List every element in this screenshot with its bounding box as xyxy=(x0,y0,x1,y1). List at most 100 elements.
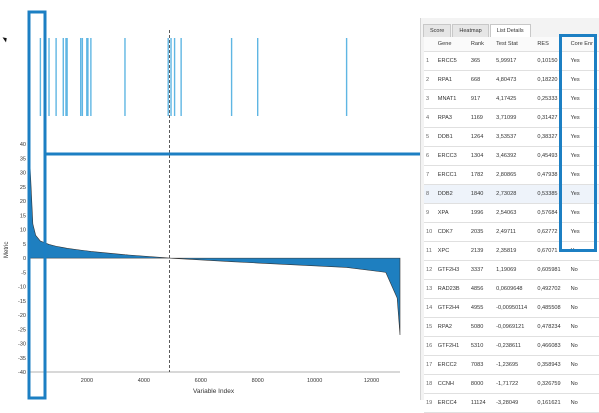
cell-rank: 2139 xyxy=(468,241,495,261)
x-tick-label: 6000 xyxy=(195,378,207,384)
cell-res: 0,466083 xyxy=(535,336,569,356)
table-row[interactable]: 16 GTF2H1 5310 -0,238611 0,466083 No xyxy=(424,336,599,356)
cell-index: 18 xyxy=(424,374,436,394)
cell-index: 14 xyxy=(424,298,436,318)
cell-index: 1 xyxy=(424,51,436,71)
cell-gene: RPA3 xyxy=(435,108,469,128)
cell-index: 2 xyxy=(424,70,436,90)
tab-heatmap[interactable]: Heatmap xyxy=(452,24,489,37)
cell-gene: CCNH xyxy=(435,374,469,394)
highlight-box-core-enr-column xyxy=(559,34,597,252)
cell-core-enr: Yes xyxy=(568,203,599,223)
highlight-box-left-column xyxy=(27,10,47,400)
y-axis-label: Metric xyxy=(4,242,10,258)
cell-gene: ERCC1 xyxy=(435,165,469,185)
cell-index: 4 xyxy=(424,108,436,128)
table-row[interactable]: 19 ERCC4 11124 -3,28049 0,161621 No xyxy=(424,393,599,413)
table-row[interactable]: 13 RAD23B 4856 0,0609648 0,492702 No xyxy=(424,279,599,299)
cell-gene: RAD23B xyxy=(435,279,469,299)
cell-test-stat: 3,53537 xyxy=(494,127,536,147)
y-tick-label: 5 xyxy=(23,242,26,248)
cell-test-stat: 2,35819 xyxy=(494,241,536,261)
table-row[interactable]: 12 GTF2H3 3337 1,19069 0,605981 No xyxy=(424,260,599,280)
cell-test-stat: 3,71099 xyxy=(494,108,536,128)
cell-test-stat: -1,23695 xyxy=(494,355,536,375)
cell-res: 0,605981 xyxy=(535,260,569,280)
y-tick-label: -10 xyxy=(18,285,26,291)
cell-rank: 1840 xyxy=(468,184,495,204)
cell-rank: 1169 xyxy=(468,108,495,128)
table-row[interactable]: 8 DDB2 1840 2,73028 0,53385 Yes xyxy=(424,184,599,204)
y-tick-label: -20 xyxy=(18,313,26,319)
cell-gene: MNAT1 xyxy=(435,89,469,109)
cell-index: 19 xyxy=(424,393,436,413)
cell-core-enr: No xyxy=(568,260,599,280)
table-row[interactable]: 5 DDB1 1264 3,53537 0,38327 Yes xyxy=(424,127,599,147)
cell-core-enr: Yes xyxy=(568,108,599,128)
y-tick-label: -40 xyxy=(18,370,26,376)
cell-gene: RPA1 xyxy=(435,70,469,90)
cell-res: 0,161621 xyxy=(535,393,569,413)
y-tick-label: 10 xyxy=(20,228,26,234)
cell-rank: 5080 xyxy=(468,317,495,337)
cell-rank: 668 xyxy=(468,70,495,90)
cell-rank: 8000 xyxy=(468,374,495,394)
column-header-test-stat[interactable]: Test Stat xyxy=(494,37,536,52)
cell-test-stat: 1,19069 xyxy=(494,260,536,280)
column-header-index[interactable] xyxy=(424,37,436,52)
gene-list-panel: Score Heatmap List Details Gene Rank Tes… xyxy=(420,18,599,413)
cell-gene: ERCC2 xyxy=(435,355,469,375)
cell-rank: 1996 xyxy=(468,203,495,223)
cell-test-stat: 5,99917 xyxy=(494,51,536,71)
cell-core-enr: Yes xyxy=(568,165,599,185)
cell-rank: 5310 xyxy=(468,336,495,356)
x-axis-label: Variable Index xyxy=(193,388,235,395)
cell-res: 0,478234 xyxy=(535,317,569,337)
y-tick-label: 40 xyxy=(20,142,26,148)
tab-score[interactable]: Score xyxy=(423,24,452,37)
cell-index: 17 xyxy=(424,355,436,375)
cell-gene: GTF2H4 xyxy=(435,298,469,318)
cell-rank: 4955 xyxy=(468,298,495,318)
cell-rank: 3337 xyxy=(468,260,495,280)
cell-index: 7 xyxy=(424,165,436,185)
table-row[interactable]: 10 CDK7 2035 2,49711 0,62772 Yes xyxy=(424,222,599,242)
y-tick-label: -35 xyxy=(18,356,26,362)
y-tick-label: -25 xyxy=(18,327,26,333)
x-tick-label: 8000 xyxy=(252,378,264,384)
cell-test-stat: -3,28049 xyxy=(494,393,536,413)
cell-rank: 7083 xyxy=(468,355,495,375)
cell-gene: ERCC3 xyxy=(435,146,469,166)
cell-res: 0,492702 xyxy=(535,279,569,299)
cell-gene: RPA2 xyxy=(435,317,469,337)
cell-core-enr: No xyxy=(568,355,599,375)
cell-core-enr: No xyxy=(568,298,599,318)
table-row[interactable]: 18 CCNH 8000 -1,71722 0,326759 No xyxy=(424,374,599,394)
column-header-gene[interactable]: Gene xyxy=(435,37,469,52)
y-tick-label: -30 xyxy=(18,342,26,348)
cell-core-enr: Yes xyxy=(568,127,599,147)
cell-test-stat: 0,0609648 xyxy=(494,279,536,299)
tab-list-details[interactable]: List Details xyxy=(489,24,531,37)
cell-rank: 11124 xyxy=(468,393,495,413)
cell-index: 11 xyxy=(424,241,436,261)
column-header-rank[interactable]: Rank xyxy=(468,37,495,52)
table-row[interactable]: 14 GTF2H4 4955 -0,00950114 0,485508 No xyxy=(424,298,599,318)
cell-core-enr: Yes xyxy=(568,184,599,204)
cell-rank: 1264 xyxy=(468,127,495,147)
cell-test-stat: 2,54063 xyxy=(494,203,536,223)
cell-index: 9 xyxy=(424,203,436,223)
cell-core-enr: No xyxy=(568,279,599,299)
column-header-core-enr[interactable]: Core Enr xyxy=(568,37,599,52)
cell-res: 0,358943 xyxy=(535,355,569,375)
cell-core-enr: Yes xyxy=(568,70,599,90)
cell-rank: 4856 xyxy=(468,279,495,299)
cell-rank: 1782 xyxy=(468,165,495,185)
hit-markers xyxy=(39,38,348,116)
table-row[interactable]: 17 ERCC2 7083 -1,23695 0,358943 No xyxy=(424,355,599,375)
cell-res: 0,326759 xyxy=(535,374,569,394)
cell-gene: XPC xyxy=(435,241,469,261)
table-row[interactable]: 15 RPA2 5080 -0,0969121 0,478234 No xyxy=(424,317,599,337)
cell-gene: GTF2H1 xyxy=(435,336,469,356)
table-row[interactable]: 9 XPA 1996 2,54063 0,57684 Yes xyxy=(424,203,599,223)
